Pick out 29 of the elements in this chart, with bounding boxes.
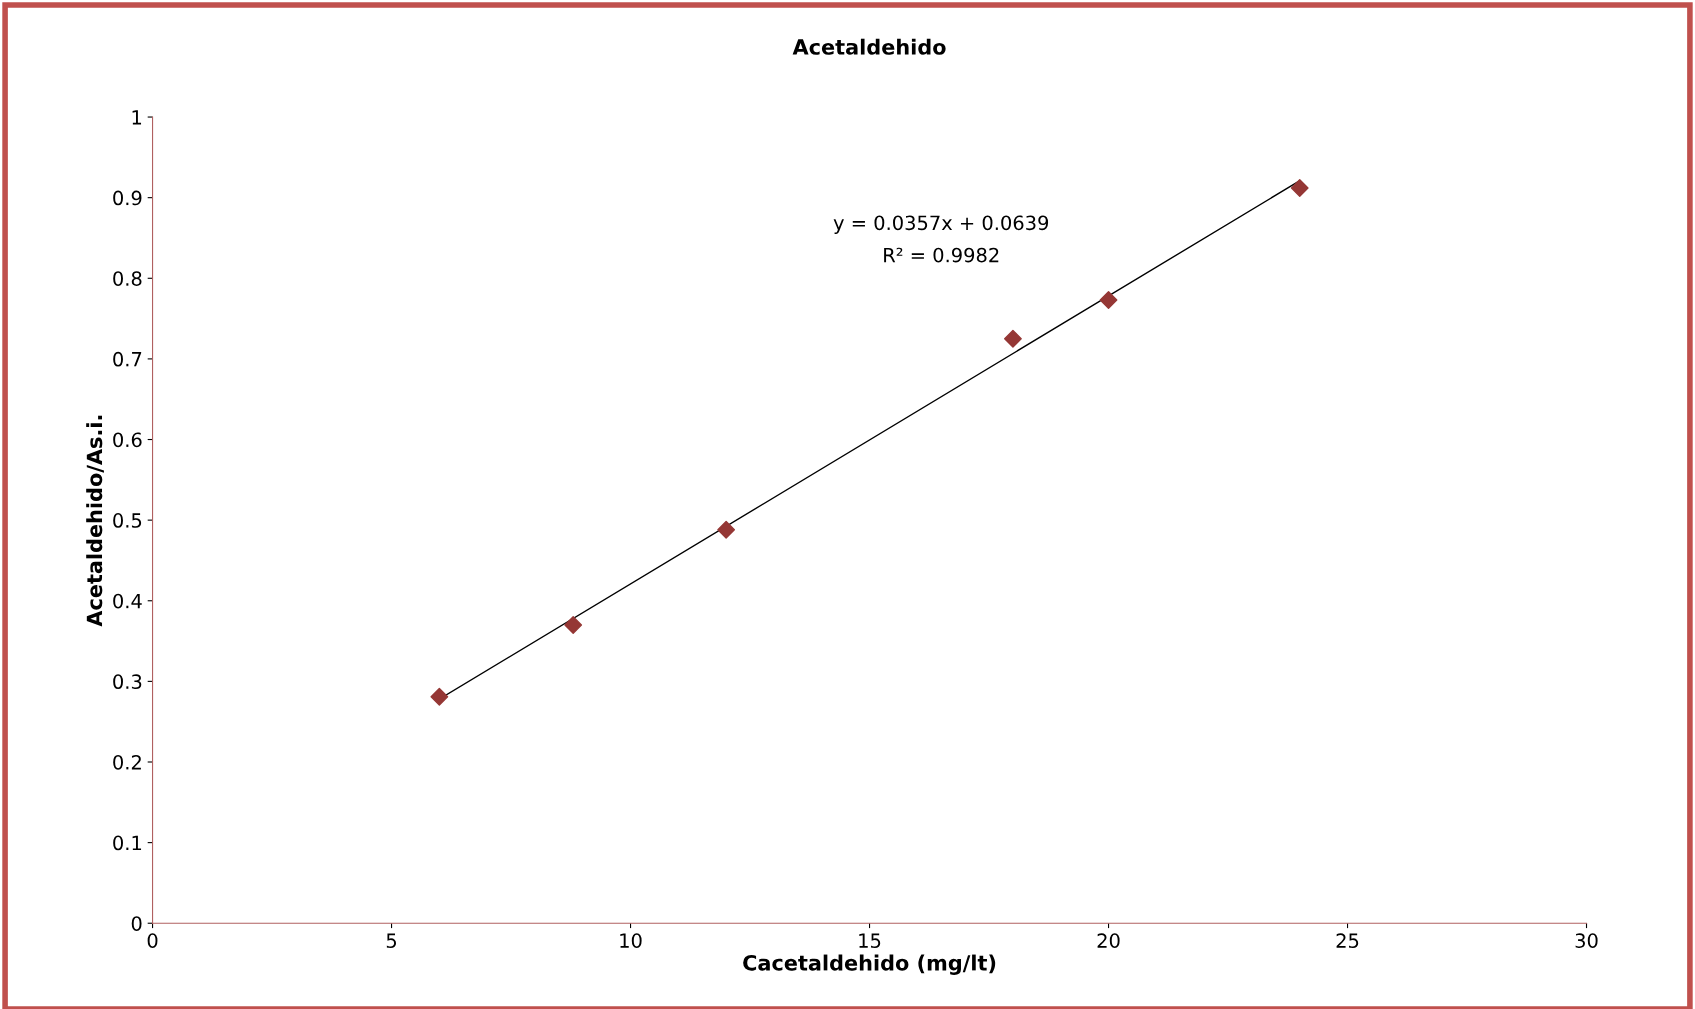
x-tick-label: 5 bbox=[386, 933, 397, 949]
y-tick-label: 0.1 bbox=[113, 835, 142, 851]
x-tick-label: 15 bbox=[859, 933, 881, 949]
x-tick-label: 30 bbox=[1575, 933, 1598, 949]
chart-title: Acetaldehido bbox=[792, 38, 946, 55]
y-axis-title: Acetaldehido/As.i. bbox=[86, 415, 104, 627]
y-tick-label: 0.9 bbox=[113, 190, 142, 206]
y-tick-label: 0.3 bbox=[113, 674, 142, 690]
point bbox=[1099, 291, 1118, 309]
y-tick-label: 0.2 bbox=[113, 754, 141, 770]
y-tick-label: 0.5 bbox=[113, 513, 142, 528]
x-tick-label: 20 bbox=[1097, 933, 1120, 949]
point bbox=[564, 616, 583, 634]
annotation: y = 0.0357x + 0.0639 bbox=[833, 215, 1049, 234]
y-tick-label: 0 bbox=[131, 916, 142, 931]
x-tick-label: 10 bbox=[620, 933, 642, 949]
y-tick-label: 0.4 bbox=[113, 593, 142, 609]
y-tick-label: 0.6 bbox=[113, 432, 142, 448]
point bbox=[1004, 329, 1022, 348]
x-axis-title: Cacetaldehido (mg/lt) bbox=[743, 954, 996, 975]
annotation: R² = 0.9982 bbox=[884, 247, 999, 263]
y-tick-label: 0.8 bbox=[113, 271, 142, 286]
point bbox=[430, 687, 449, 706]
point bbox=[1290, 179, 1309, 197]
point bbox=[717, 520, 736, 539]
x-tick-label: 25 bbox=[1336, 933, 1359, 949]
y-tick-label: 1 bbox=[132, 110, 142, 125]
y-tick-label: 0.7 bbox=[113, 351, 142, 367]
x-tick-label: 0 bbox=[147, 933, 158, 949]
